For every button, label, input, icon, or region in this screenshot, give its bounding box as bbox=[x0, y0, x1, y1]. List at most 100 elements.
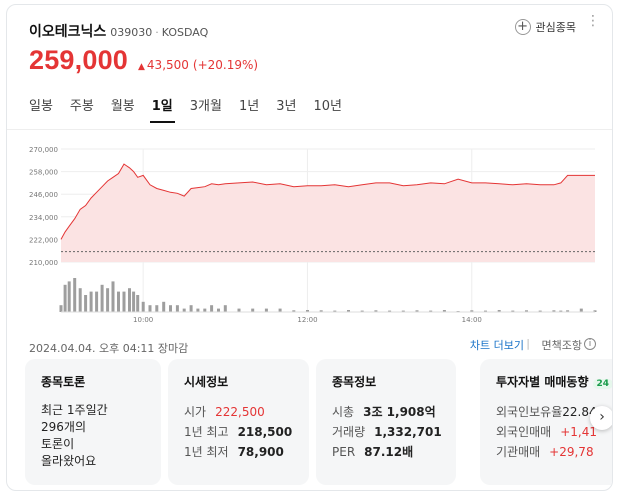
stock-card: 이오테크닉스 039030 · KOSDAQ + 관심종목 ⋮ 259,000 … bbox=[6, 4, 613, 491]
investor-badge: 24 bbox=[592, 379, 612, 389]
stock-name[interactable]: 이오테크닉스 bbox=[29, 24, 107, 40]
x-tick-label: 14:00 bbox=[462, 316, 482, 324]
info-value: +1,41 bbox=[560, 425, 597, 439]
volume-bar bbox=[106, 288, 110, 312]
info-value: 218,500 bbox=[237, 425, 293, 439]
volume-bar bbox=[484, 310, 487, 312]
chart-more-link[interactable]: 차트 더보기 bbox=[469, 339, 524, 352]
more-options-icon[interactable]: ⋮ bbox=[586, 13, 600, 29]
open-price-row: 시가 222,500 bbox=[184, 402, 293, 422]
info-label: 시가 bbox=[184, 405, 207, 419]
volume-bar bbox=[223, 305, 227, 312]
watchlist-label: 관심종목 bbox=[535, 21, 576, 34]
add-watchlist-button[interactable]: + 관심종목 bbox=[514, 19, 576, 35]
info-label: 1년 최고 bbox=[184, 425, 229, 439]
info-icon[interactable]: i bbox=[584, 338, 596, 350]
link-separator: | bbox=[526, 337, 530, 350]
volume-bar bbox=[429, 310, 433, 312]
volume-bar bbox=[360, 310, 364, 312]
volume-bar bbox=[122, 291, 126, 312]
intraday-chart[interactable]: 270,000 258,000 246,000 234,000 222,000 210,0… bbox=[7, 129, 612, 329]
stock-header: 이오테크닉스 039030 · KOSDAQ bbox=[29, 21, 208, 41]
volume-bar bbox=[117, 291, 120, 312]
volume-bar bbox=[128, 288, 131, 312]
tab-daily[interactable]: 일봉 bbox=[29, 99, 53, 114]
y-tick-label: 222,000 bbox=[29, 236, 58, 244]
discussion-line: 토론이 bbox=[41, 437, 75, 451]
volume-bar bbox=[251, 308, 255, 312]
volume-bar bbox=[203, 308, 207, 312]
volume-bar bbox=[169, 305, 172, 312]
y-tick-label: 270,000 bbox=[29, 146, 58, 154]
volume-bar bbox=[78, 288, 82, 312]
chart-svg: 270,000 258,000 246,000 234,000 222,000 210,0… bbox=[29, 146, 597, 324]
volume-bar bbox=[84, 295, 88, 312]
volume-bar bbox=[100, 284, 104, 312]
tab-3year[interactable]: 3년 bbox=[276, 99, 297, 114]
volume-bar bbox=[566, 310, 570, 312]
info-label: 외국인보유율 bbox=[496, 405, 563, 419]
year-high-row: 1년 최고 218,500 bbox=[184, 422, 293, 442]
market-cap-row: 시총 3조 1,908억 bbox=[332, 402, 440, 422]
tab-3month[interactable]: 3개월 bbox=[189, 99, 222, 114]
volume-bar bbox=[111, 281, 115, 312]
disclaimer-link[interactable]: 면책조항 bbox=[541, 339, 582, 352]
price-change: 43,500 bbox=[146, 58, 189, 72]
volume-row: 거래량 1,332,701 bbox=[332, 422, 442, 442]
volume-bar bbox=[292, 310, 296, 312]
y-tick-label: 234,000 bbox=[29, 214, 58, 222]
investor-title-text: 투자자별 매매동향 bbox=[496, 375, 589, 389]
volume-bar bbox=[89, 291, 93, 312]
volume-bar bbox=[470, 310, 474, 312]
price-change-percent: (+20.19%) bbox=[192, 58, 259, 72]
info-label: PER bbox=[332, 445, 356, 459]
divider bbox=[7, 129, 612, 130]
info-value: 222,500 bbox=[215, 405, 265, 419]
volume-bar bbox=[237, 308, 241, 312]
x-tick-label: 10:00 bbox=[133, 316, 153, 324]
tab-1day[interactable]: 1일 bbox=[149, 95, 175, 123]
volume-bar bbox=[59, 305, 63, 312]
current-price: 259,000 bbox=[29, 45, 128, 75]
volume-bar bbox=[559, 310, 563, 312]
volume-bar bbox=[175, 305, 179, 312]
info-value: +29,78 bbox=[549, 445, 594, 459]
info-value: 1,332,701 bbox=[374, 425, 442, 439]
stock-info-panel[interactable]: 종목정보 시총 3조 1,908억 거래량 1,332,701 PER 87.1… bbox=[316, 359, 456, 485]
tab-1year[interactable]: 1년 bbox=[238, 99, 260, 114]
plus-icon: + bbox=[514, 19, 531, 35]
info-value: 78,900 bbox=[237, 445, 284, 459]
separator-dot: · bbox=[155, 26, 159, 39]
tab-monthly[interactable]: 월봉 bbox=[110, 99, 135, 114]
volume-bar bbox=[155, 305, 159, 312]
info-label: 거래량 bbox=[332, 425, 366, 439]
volume-bar bbox=[374, 310, 378, 312]
volume-bar bbox=[278, 308, 282, 312]
volume-bar bbox=[579, 308, 583, 312]
market-close-timestamp: 2024.04.04. 오후 04:11 장마감 bbox=[29, 342, 189, 355]
info-label: 외국인매매 bbox=[496, 425, 552, 439]
stock-info-title: 종목정보 bbox=[332, 375, 377, 389]
volume-bar bbox=[210, 305, 214, 312]
volume-bar bbox=[264, 308, 268, 312]
tab-weekly[interactable]: 주봉 bbox=[69, 99, 94, 114]
volume-bar bbox=[217, 308, 220, 312]
foreign-trade-row: 외국인매매 +1,41 bbox=[496, 422, 612, 442]
volume-bar bbox=[333, 310, 337, 312]
year-low-row: 1년 최저 78,900 bbox=[184, 442, 293, 462]
volume-bar bbox=[196, 308, 200, 312]
tab-10year[interactable]: 10년 bbox=[313, 99, 342, 114]
volume-bar bbox=[67, 281, 71, 312]
volume-bar bbox=[73, 278, 77, 312]
market-info-panel[interactable]: 시세정보 시가 222,500 1년 최고 218,500 1년 최저 78,9… bbox=[168, 359, 309, 485]
market-name: KOSDAQ bbox=[161, 26, 209, 39]
volume-bar bbox=[347, 310, 350, 312]
discussion-panel[interactable]: 종목토론 최근 1주일간 296개의 토론이 올라왔어요 bbox=[25, 359, 161, 485]
next-panel-button[interactable]: › bbox=[590, 406, 612, 430]
volume-bar bbox=[319, 310, 323, 312]
info-label: 1년 최저 bbox=[184, 445, 229, 459]
volume-bar bbox=[63, 284, 67, 312]
volume-bar bbox=[182, 308, 186, 312]
investor-trend-panel[interactable]: 투자자별 매매동향 24 외국인보유율 22.84% 외국인매매 +1,41 기관… bbox=[480, 359, 612, 485]
price-area bbox=[61, 164, 595, 262]
